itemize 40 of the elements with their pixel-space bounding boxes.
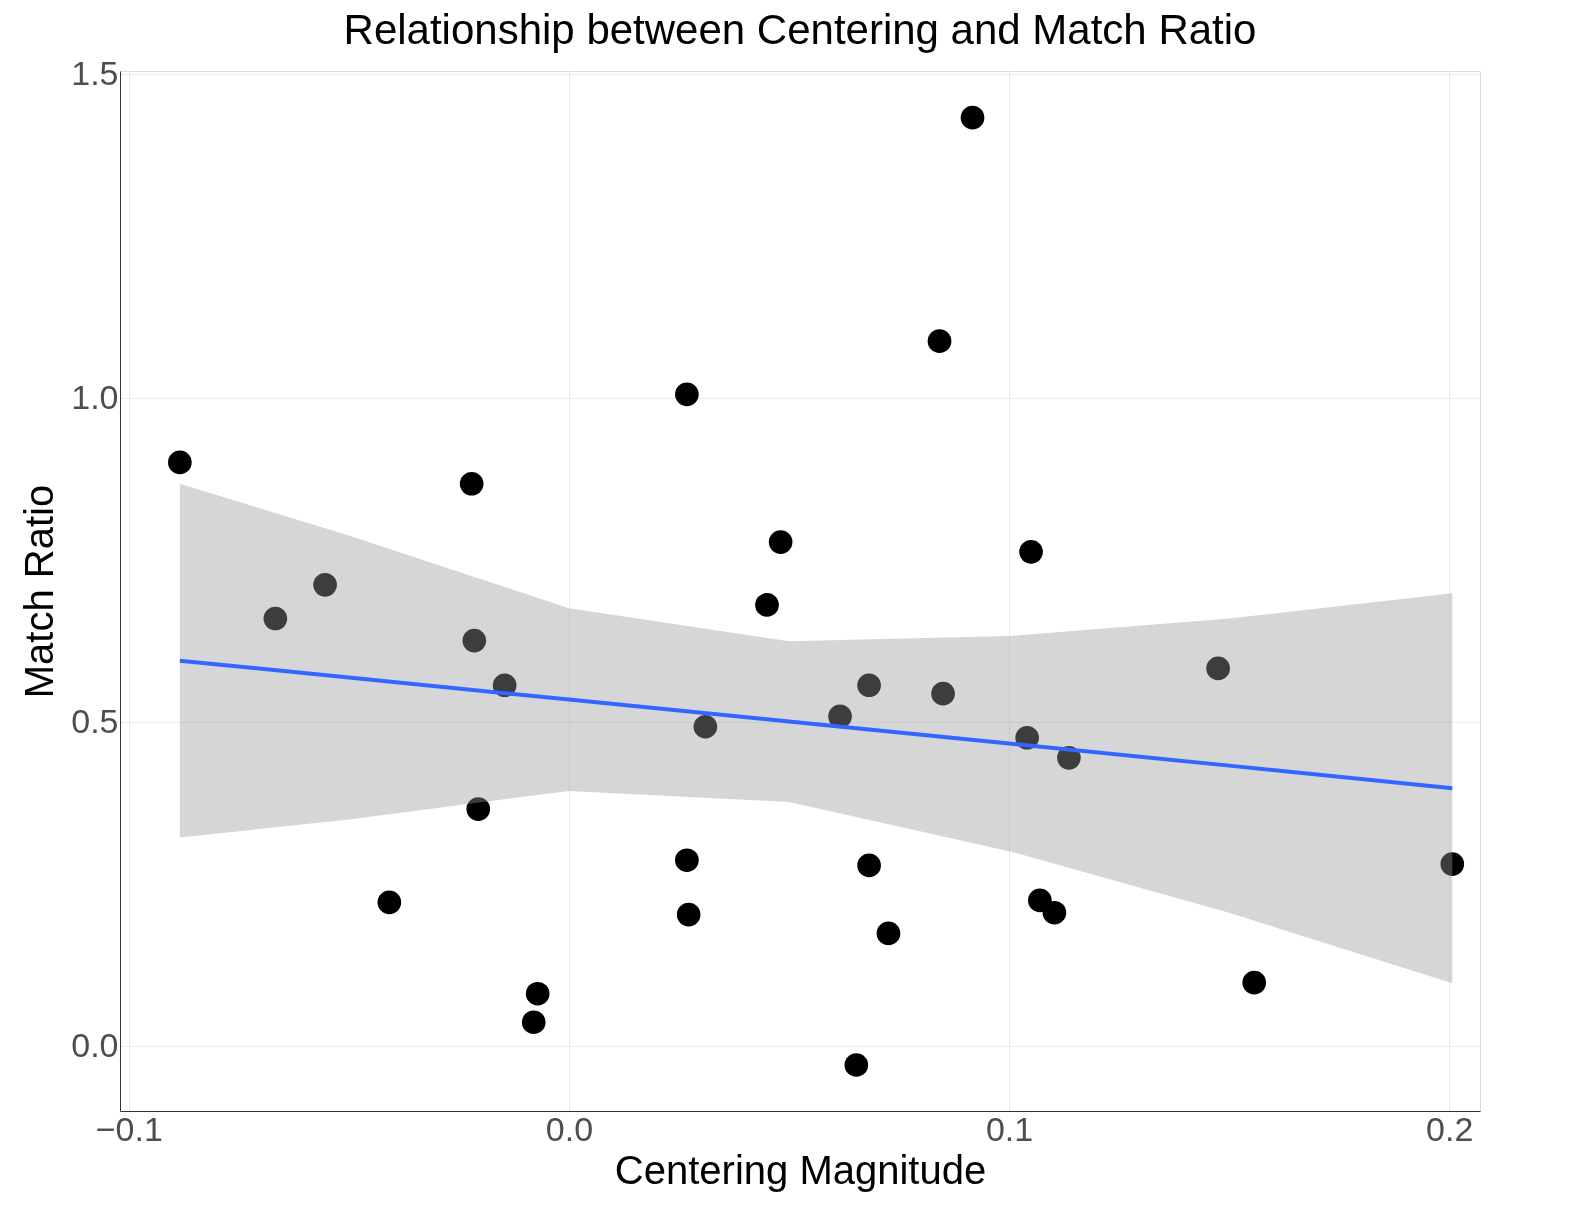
line-series xyxy=(177,658,1455,791)
point xyxy=(1042,900,1067,925)
point xyxy=(844,1053,869,1077)
y-axis-title: Match Ratio xyxy=(17,484,62,699)
point xyxy=(755,593,779,617)
point xyxy=(1440,852,1465,876)
point xyxy=(462,628,487,653)
x-tick-label: −0.1 xyxy=(95,1109,163,1148)
point xyxy=(857,853,881,878)
point xyxy=(675,848,699,873)
y-tick-label: 0.5 xyxy=(71,701,119,740)
point xyxy=(675,382,699,407)
point xyxy=(931,681,955,706)
point xyxy=(521,1010,546,1035)
point xyxy=(377,890,402,915)
point xyxy=(1019,539,1043,564)
point xyxy=(676,902,701,927)
y-tick-label: 1.5 xyxy=(71,53,119,92)
point xyxy=(313,573,337,597)
point xyxy=(263,606,288,631)
point xyxy=(693,714,718,739)
point xyxy=(459,471,484,496)
point xyxy=(960,105,985,130)
point xyxy=(876,921,901,946)
point xyxy=(1028,888,1052,913)
point xyxy=(1206,656,1230,681)
point xyxy=(927,329,952,354)
x-tick-label: 0.1 xyxy=(985,1109,1034,1148)
point xyxy=(525,981,550,1006)
point xyxy=(1242,970,1267,995)
x-tick-label: 0.0 xyxy=(545,1109,594,1148)
x-tick-label: 0.2 xyxy=(1426,1109,1474,1148)
y-tick-label: 1.0 xyxy=(71,377,119,416)
point xyxy=(466,797,491,821)
x-axis-title: Centering Magnitude xyxy=(614,1147,987,1192)
y-tick-label: 0.0 xyxy=(71,1025,119,1064)
chart-title: Relationship between Centering and Match Ratio xyxy=(343,6,1257,54)
point xyxy=(768,530,793,554)
point xyxy=(168,450,192,475)
point xyxy=(857,673,881,698)
